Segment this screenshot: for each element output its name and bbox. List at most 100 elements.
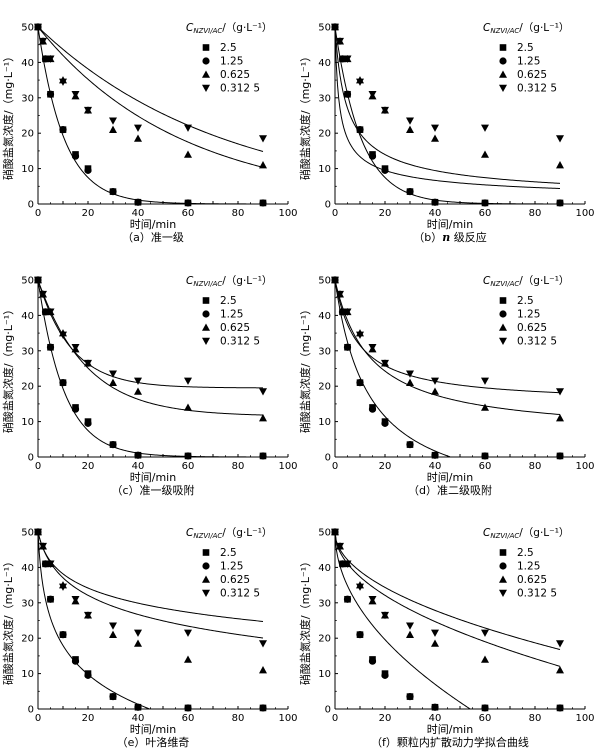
series-0_3125 [34, 23, 267, 143]
x-tick-label: 60 [182, 208, 195, 219]
data-point [406, 441, 414, 449]
fit-curve-0_625 [334, 279, 561, 416]
x-tick-label: 80 [232, 208, 245, 219]
data-point [109, 622, 117, 630]
data-point [481, 704, 489, 712]
legend-entry-label: 1.25 [517, 561, 540, 573]
data-point [343, 343, 352, 351]
legend-marker [499, 575, 507, 583]
data-point [406, 188, 414, 196]
x-tick-label: 100 [278, 208, 297, 219]
data-point [34, 23, 42, 31]
data-point [109, 693, 117, 701]
data-point [381, 671, 389, 679]
chart-panel-3: 0 20 40 60 80 100 0 10 20 30 40 50 时间/min 硝酸盐氮浓度/（mg·… [1, 275, 298, 497]
x-tick-label: 60 [479, 461, 492, 472]
data-point [184, 377, 192, 385]
data-point [406, 630, 414, 638]
fit-curve-0_625 [334, 26, 561, 184]
legend-entry-label: 0.312 5 [220, 83, 260, 95]
data-point [134, 377, 142, 385]
legend-marker [202, 70, 210, 78]
data-point [59, 126, 67, 134]
data-point [39, 542, 47, 551]
data-point [356, 331, 364, 339]
data-point [41, 308, 50, 316]
data-point [59, 583, 67, 591]
y-tick-label: 50 [318, 528, 331, 539]
data-point [481, 199, 489, 207]
legend-entry-label: 1.25 [220, 309, 243, 321]
fit-curve-0_3125 [37, 26, 264, 168]
data-point [556, 199, 564, 207]
data-point [338, 55, 347, 63]
data-point [356, 583, 364, 591]
x-tick-label: 80 [529, 713, 542, 724]
fit-curve-2_5 [37, 279, 264, 458]
legend-title: CNZVI/AC/（g·L⁻¹） [483, 275, 569, 288]
data-point [431, 639, 439, 647]
x-tick-label: 20 [379, 461, 392, 472]
x-tick-label: 80 [529, 208, 542, 219]
data-point [109, 630, 117, 638]
y-tick-label: 40 [318, 563, 331, 574]
data-point [84, 671, 92, 679]
data-point [46, 595, 55, 603]
data-point [184, 124, 192, 132]
y-tick-label: 50 [318, 23, 331, 34]
series-0_3125 [331, 23, 564, 143]
legend-title-subscript: NZVI/AC [490, 27, 519, 35]
data-point [556, 640, 564, 648]
legend-marker [499, 84, 507, 92]
data-point [381, 611, 389, 620]
y-tick-label: 10 [318, 669, 331, 680]
data-point [331, 528, 339, 536]
series-0_3125 [34, 276, 267, 396]
data-point [336, 290, 344, 299]
legend-marker [202, 84, 210, 92]
data-point [259, 161, 267, 169]
y-tick-label: 0 [325, 200, 331, 211]
y-tick-label: 20 [318, 129, 331, 140]
legend-title: CNZVI/AC/（g·L⁻¹） [483, 22, 569, 35]
fit-curve-2_5 [334, 26, 561, 205]
y-tick-label: 30 [318, 346, 331, 357]
data-point [336, 542, 344, 551]
data-point [381, 166, 389, 174]
y-tick-label: 40 [318, 311, 331, 322]
data-point [368, 343, 377, 352]
caption-prefix: （b） [413, 231, 442, 244]
legend-marker [202, 337, 210, 345]
data-point [431, 198, 439, 206]
data-point [59, 631, 67, 639]
legend-marker [202, 323, 210, 331]
y-tick-label: 30 [318, 93, 331, 104]
data-point [134, 124, 142, 132]
data-point [406, 370, 414, 378]
legend-title-subscript: NZVI/AC [193, 280, 222, 288]
legend-entry-label: 1.25 [517, 56, 540, 68]
data-point [381, 359, 389, 368]
legend-entry-label: 1.25 [517, 309, 540, 321]
x-tick-label: 40 [132, 713, 145, 724]
x-tick-label: 60 [182, 461, 195, 472]
data-point [84, 166, 92, 174]
x-tick-label: 60 [182, 713, 195, 724]
chart-panel-4: 0 20 40 60 80 100 0 10 20 30 40 50 时间/min 硝酸盐氮浓度/（mg·… [298, 275, 595, 497]
data-point [46, 308, 55, 316]
data-point [556, 161, 564, 169]
y-tick-label: 30 [21, 346, 34, 357]
legend-entry-label: 2.5 [517, 42, 534, 54]
legend-entry-label: 2.5 [517, 295, 534, 307]
data-point [368, 657, 377, 665]
y-tick-label: 20 [21, 634, 34, 645]
data-point [34, 528, 42, 536]
data-point [184, 655, 192, 663]
legend-entry-label: 2.5 [220, 295, 237, 307]
fit-curve-0_625 [37, 531, 264, 639]
series-0_3125 [34, 528, 267, 648]
data-point [41, 55, 50, 63]
x-axis-label: 时间/min [427, 471, 473, 484]
data-point [39, 290, 47, 299]
y-tick-label: 20 [318, 382, 331, 393]
